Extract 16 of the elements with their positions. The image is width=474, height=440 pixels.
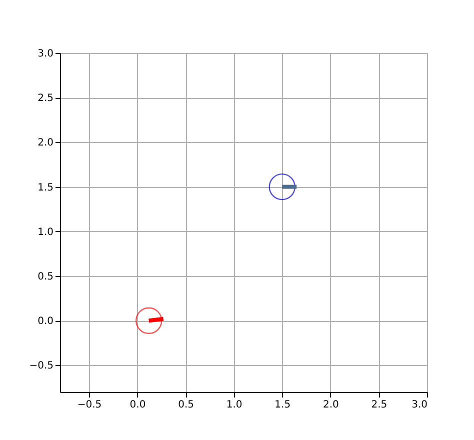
y-tick-label: 0.5 xyxy=(38,272,54,283)
y-tick-label: 1.5 xyxy=(38,182,54,194)
y-tick-label: 3.0 xyxy=(38,48,54,60)
x-tick-label: 2.5 xyxy=(371,400,388,410)
y-tick-label: −0.5 xyxy=(29,360,54,372)
x-tick-label: 0.5 xyxy=(178,400,194,410)
x-tick-label: 1.5 xyxy=(274,400,291,410)
y-tick-label: 0.0 xyxy=(38,316,54,328)
x-tick-label: 3.0 xyxy=(412,400,428,410)
x-tick-label: 0.0 xyxy=(130,400,146,410)
y-tick-label: 1.0 xyxy=(38,226,54,238)
x-tick-label: 1.0 xyxy=(226,400,242,410)
x-tick-label: 2.0 xyxy=(322,400,339,410)
x-tick-label: −0.5 xyxy=(77,400,102,410)
y-tick-label: 2.0 xyxy=(38,138,54,149)
y-tick-label: 2.5 xyxy=(38,93,54,104)
